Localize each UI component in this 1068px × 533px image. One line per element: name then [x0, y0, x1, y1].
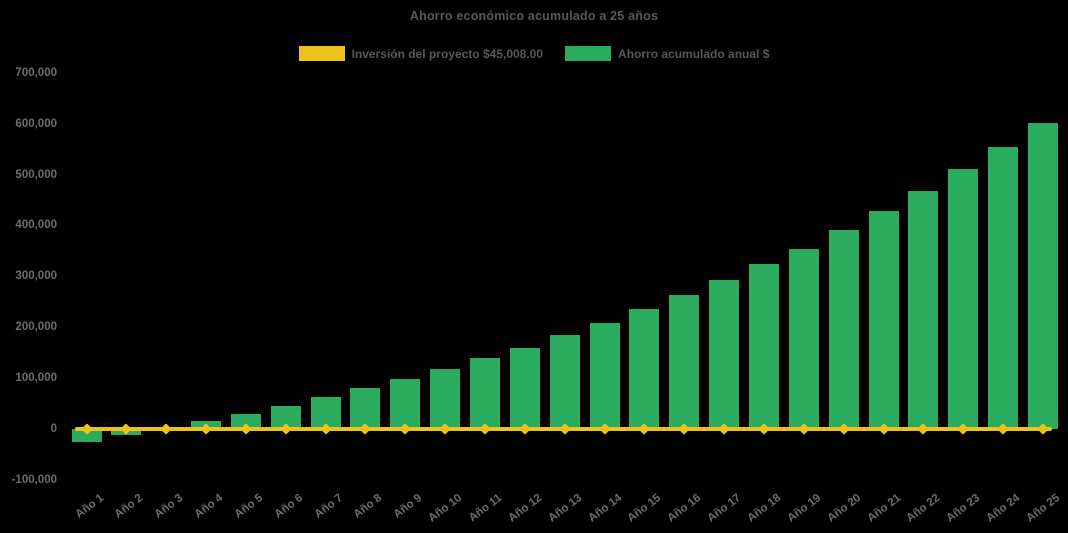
savings-bar-año-24: [988, 146, 1019, 429]
x-axis-label: Año 15: [625, 492, 664, 525]
savings-bar-año-9: [390, 378, 421, 429]
x-axis-label: Año 20: [825, 492, 863, 525]
x-axis-label: Año 1: [72, 492, 106, 521]
savings-bar-año-19: [788, 248, 819, 429]
y-axis-label: 0: [50, 423, 57, 435]
savings-bar-año-22: [908, 190, 939, 429]
y-axis-label: 100,000: [15, 372, 57, 385]
legend-item-investment[interactable]: Inversión del proyecto $45,008.00: [298, 46, 544, 61]
x-axis-label: Año 12: [506, 492, 545, 525]
savings-bar-año-20: [828, 229, 859, 429]
savings-bar-año-17: [709, 279, 740, 429]
savings-bar-año-14: [589, 323, 620, 429]
x-axis-label: Año 24: [984, 492, 1023, 525]
x-axis-label: Año 7: [312, 492, 345, 521]
legend-item-savings[interactable]: Ahorro acumulado anual $: [565, 46, 769, 61]
legend-label-savings: Ahorro acumulado anual $: [618, 46, 770, 61]
y-axis-label: 400,000: [15, 219, 57, 232]
savings-bar-año-12: [509, 347, 540, 429]
savings-bar-año-15: [629, 309, 660, 429]
x-axis-label: Año 6: [272, 492, 305, 521]
chart-legend: Inversión del proyecto $45,008.00 Ahorro…: [0, 46, 1068, 61]
savings-bar-año-1: [71, 429, 102, 442]
x-axis-label: Año 16: [665, 492, 704, 525]
x-axis-label: Año 4: [192, 492, 226, 521]
x-axis-label: Año 2: [112, 492, 146, 521]
savings-bar-año-10: [430, 368, 461, 429]
chart-title: Ahorro económico acumulado a 25 años: [409, 9, 659, 23]
savings-bar-swatch: [565, 46, 612, 61]
x-axis-label: Año 3: [152, 492, 186, 521]
x-axis-label: Año 9: [391, 492, 425, 521]
y-axis-label: 700,000: [15, 66, 57, 79]
x-axis-label: Año 8: [351, 492, 385, 521]
x-axis-label: Año 5: [232, 492, 266, 521]
x-axis-label: Año 13: [546, 492, 584, 525]
legend-label-investment: Inversión del proyecto $45,008.00: [351, 46, 544, 61]
savings-bar-año-5: [230, 414, 261, 429]
x-axis-label: Año 22: [904, 492, 943, 525]
y-axis-label: 600,000: [15, 117, 57, 130]
y-axis-label: 300,000: [15, 270, 57, 283]
investment-line-marker: [160, 423, 172, 435]
savings-bar-año-16: [669, 294, 700, 429]
savings-bar-año-21: [868, 211, 899, 429]
y-axis-label: 500,000: [15, 168, 57, 181]
savings-bar-año-6: [270, 405, 301, 429]
x-axis-label: Año 17: [705, 492, 744, 525]
savings-bar-año-13: [549, 335, 580, 429]
y-axis-label: 200,000: [15, 321, 57, 334]
x-axis-label: Año 10: [426, 492, 465, 525]
savings-bar-año-23: [948, 169, 979, 429]
x-axis-label: Año 11: [466, 492, 505, 525]
x-axis-label: Año 18: [745, 492, 784, 525]
x-axis-label: Año 25: [1024, 492, 1063, 525]
savings-bar-año-18: [748, 264, 779, 429]
x-axis-label: Año 19: [785, 492, 824, 525]
savings-bar-año-25: [1027, 122, 1058, 429]
x-axis-label: Año 21: [864, 492, 903, 525]
x-axis-label: Año 23: [944, 492, 983, 525]
savings-bar-año-11: [470, 358, 500, 429]
investment-line-swatch: [298, 46, 345, 61]
x-axis-label: Año 14: [585, 492, 624, 525]
y-axis-label: -100,000: [11, 473, 57, 486]
savings-bar-año-8: [350, 388, 381, 429]
